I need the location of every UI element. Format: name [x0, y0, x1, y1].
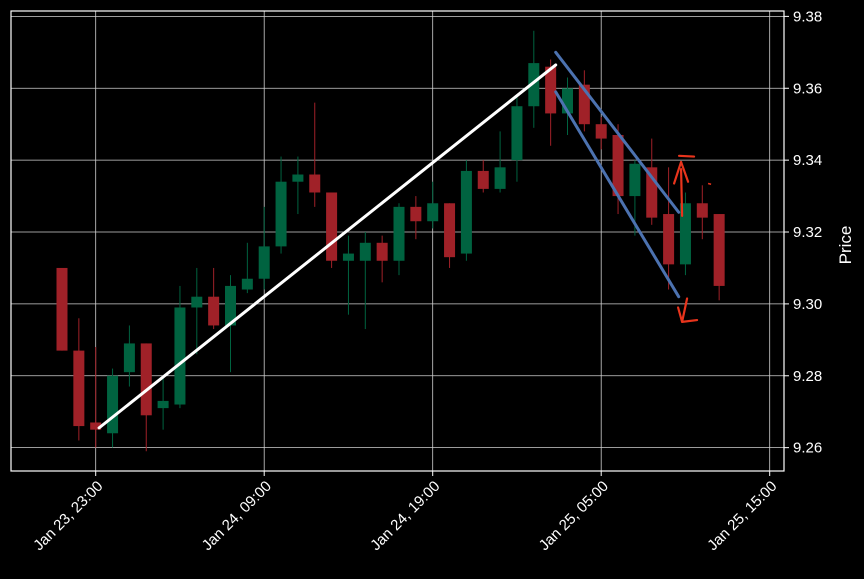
candle-body [275, 181, 287, 247]
small-mark [707, 182, 712, 185]
candle-body [410, 206, 422, 222]
down-arrow-shaft [680, 297, 689, 323]
candle-body [123, 343, 135, 373]
up-arrow-shaft [679, 168, 684, 217]
candle-body [460, 170, 472, 254]
y-tick-label: 9.38 [793, 8, 822, 25]
candle-body [511, 106, 523, 161]
candle-body [528, 63, 540, 107]
candle-body [225, 285, 236, 326]
channel-line-lower [554, 90, 681, 299]
y-tick-label: 9.36 [793, 80, 822, 97]
upper-target-mark [677, 154, 696, 158]
y-tick-label: 9.34 [793, 152, 822, 169]
candle-body [258, 246, 270, 279]
candle-body [393, 206, 405, 261]
x-tick-label: Jan 23, 23:00 [30, 478, 106, 554]
candle-body [444, 203, 456, 258]
candles [56, 30, 725, 452]
candle-body [174, 307, 186, 405]
candle-body [309, 174, 321, 193]
x-axis: Jan 23, 23:00 Jan 24, 09:00 Jan 24, 19:00 J… [30, 471, 781, 554]
candle-body [545, 66, 557, 114]
y-tick-label: 9.30 [793, 296, 822, 313]
up-arrow-head [672, 160, 690, 185]
candle-body [107, 375, 119, 434]
candle-body [56, 267, 68, 351]
candle-body [494, 167, 506, 189]
candle-body [326, 192, 338, 261]
channel-line-upper [554, 50, 681, 214]
x-tick-label: Jan 25, 05:00 [536, 478, 612, 554]
candle-body [208, 296, 220, 326]
candle-body [191, 296, 203, 308]
y-axis-label: Price [836, 226, 855, 265]
candle-body [241, 278, 253, 290]
candle-body [595, 124, 607, 139]
candle-body [157, 400, 169, 409]
candle-body [342, 253, 354, 261]
candle-body [696, 203, 708, 218]
down-arrow-head [676, 306, 699, 323]
candle-body [292, 174, 304, 182]
y-tick-label: 9.32 [793, 224, 822, 241]
candle-body [663, 214, 675, 265]
candle-body [713, 214, 725, 286]
candle-body [612, 134, 624, 197]
candle-body [73, 350, 85, 427]
y-tick-label: 9.26 [793, 440, 822, 457]
y-tick-label: 9.28 [793, 368, 822, 385]
y-axis: 9.26 9.28 9.30 9.32 9.34 9.36 9.38 [784, 8, 822, 457]
candle-body [578, 84, 590, 125]
candle-body [679, 203, 691, 265]
candle-body [427, 203, 439, 222]
plot-frame [10, 10, 785, 472]
candle-body [477, 170, 489, 189]
candle-body [646, 167, 658, 218]
trend-line [97, 63, 558, 430]
candle-body [562, 88, 573, 114]
candle-body [359, 242, 371, 261]
candle-body [376, 242, 388, 261]
x-tick-label: Jan 24, 19:00 [367, 478, 443, 554]
annotations [97, 50, 712, 430]
grid [11, 11, 784, 471]
candle-body [140, 343, 152, 416]
x-tick-label: Jan 25, 15:00 [704, 478, 780, 554]
x-tick-label: Jan 24, 09:00 [199, 478, 275, 554]
candle-body [90, 422, 102, 430]
candle-body [629, 163, 641, 197]
